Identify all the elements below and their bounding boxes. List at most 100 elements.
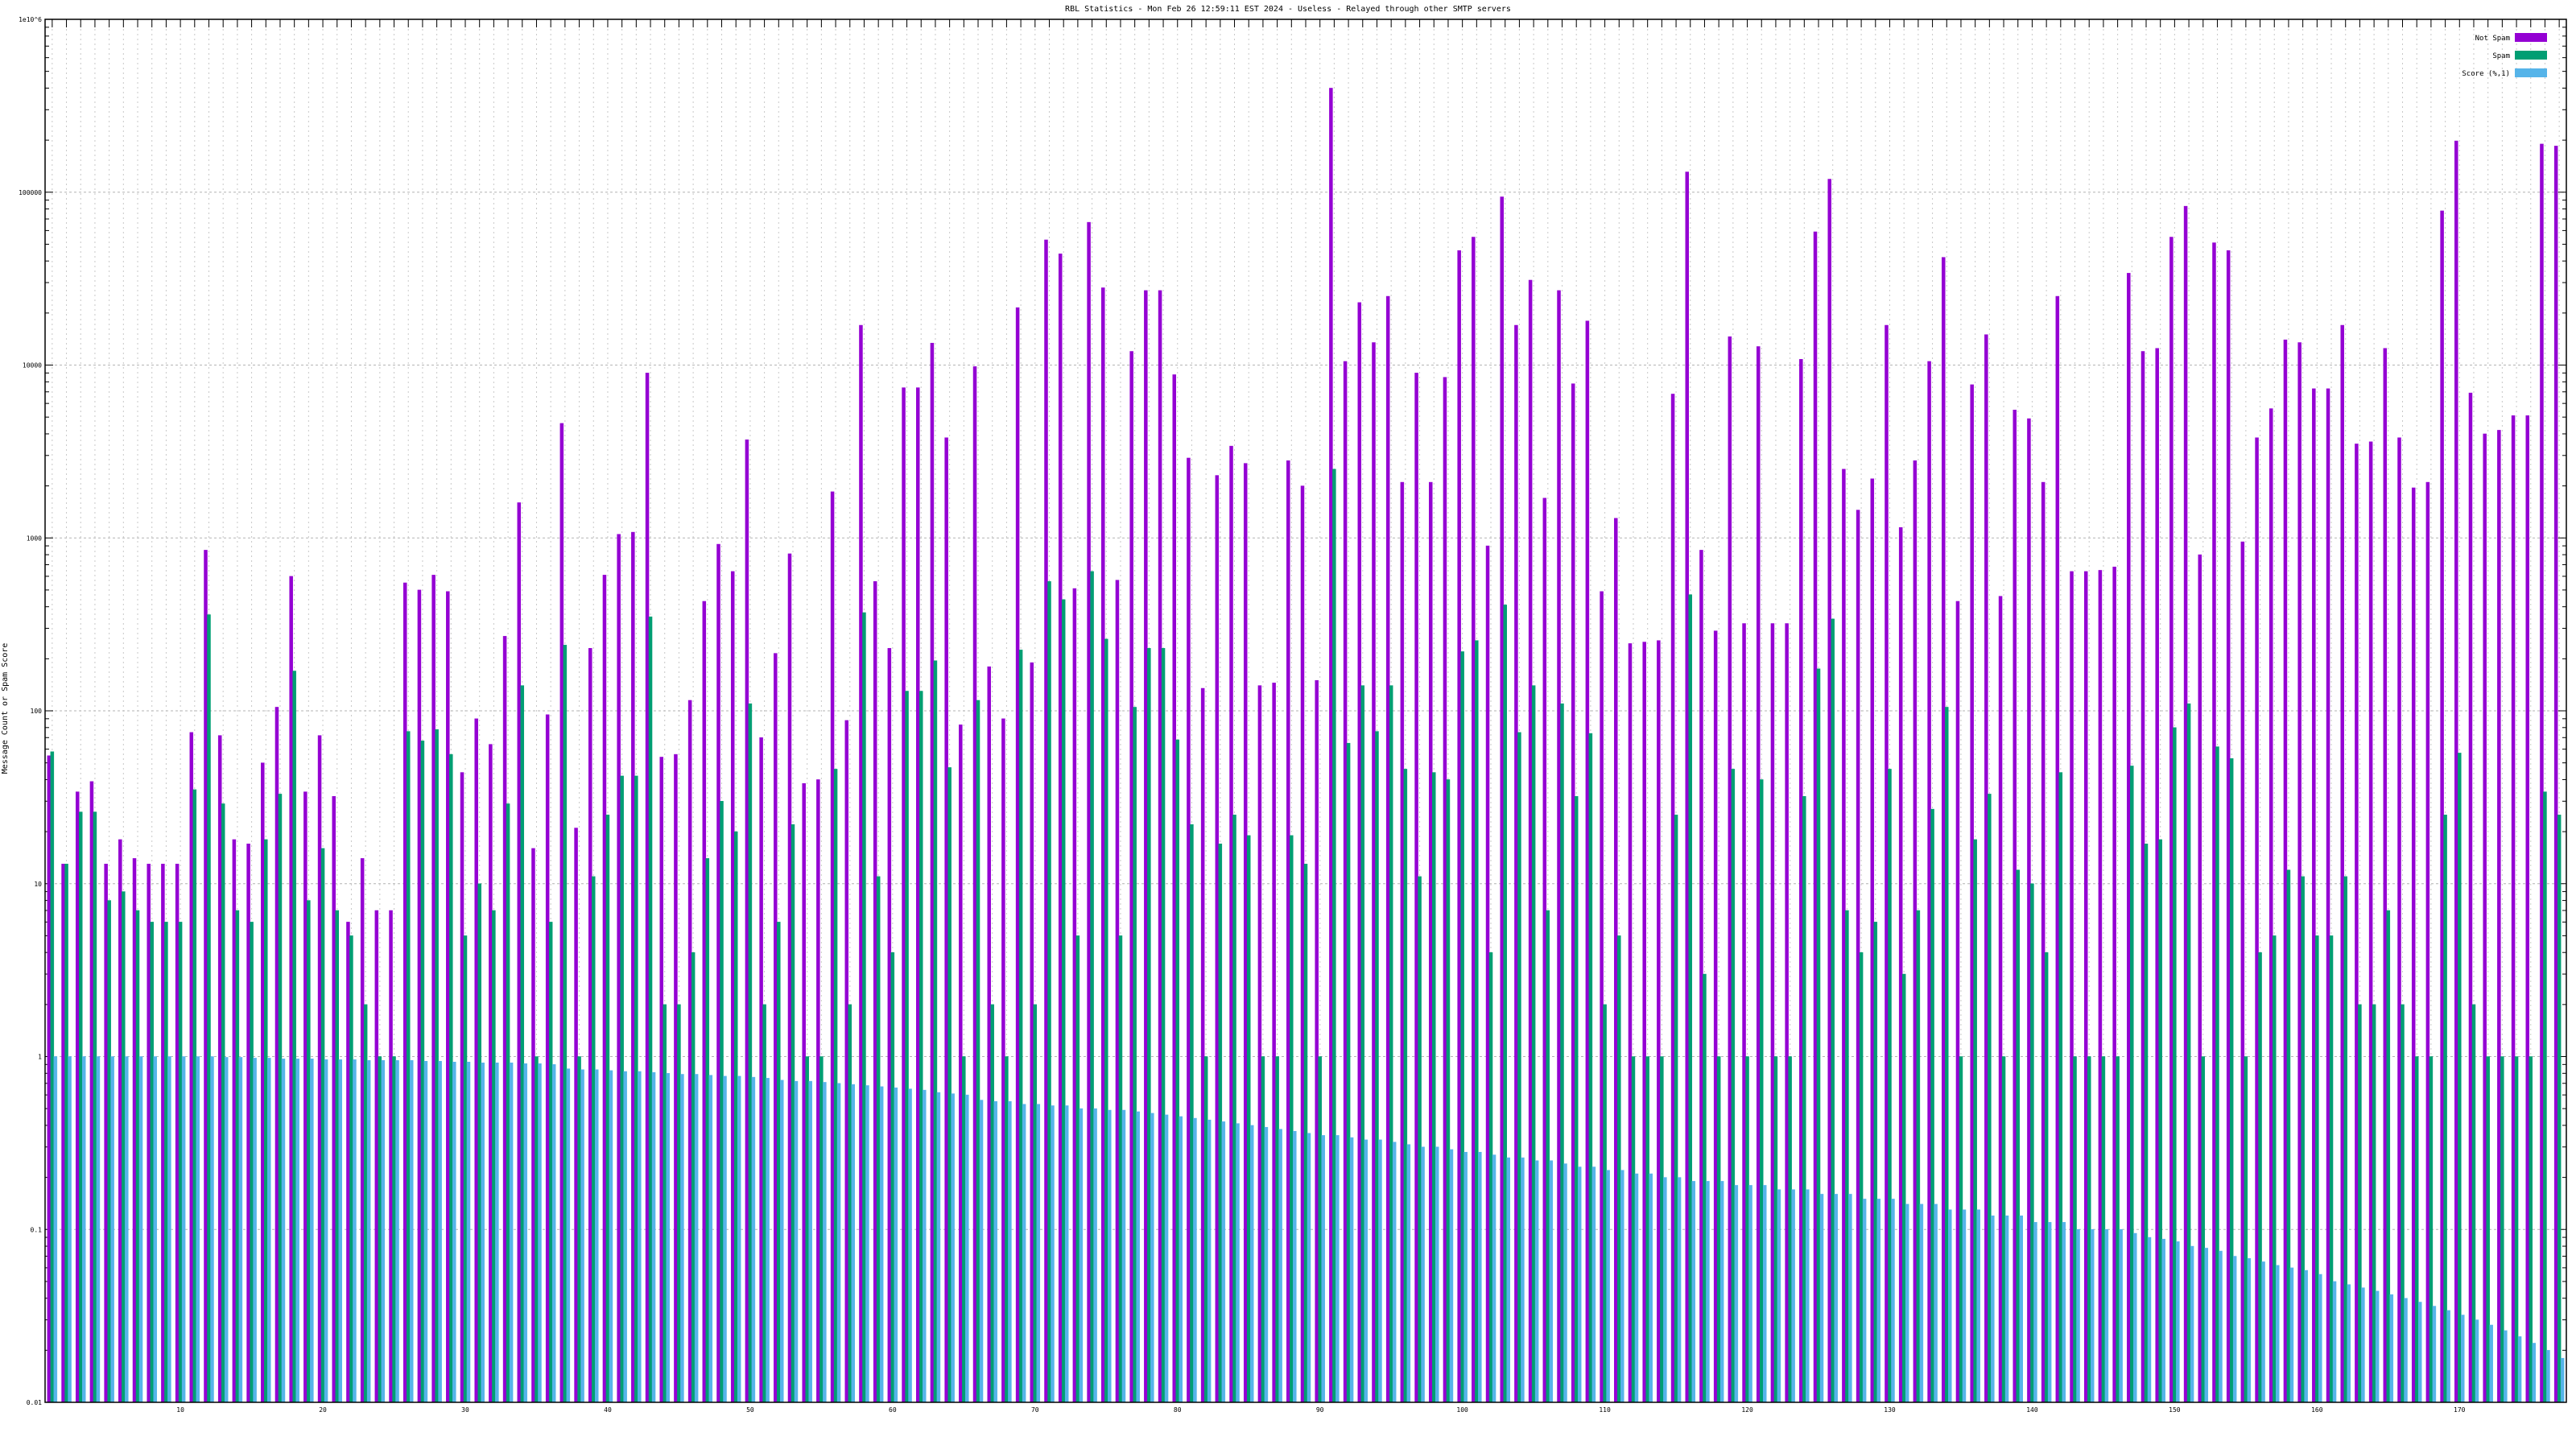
score-bar: [1008, 1101, 1012, 1403]
spam-bar: [1759, 779, 1764, 1403]
not-spam-bar: [1742, 623, 1746, 1403]
spam-bar: [677, 1004, 681, 1403]
spam-bar: [605, 815, 610, 1403]
score-bar: [196, 1056, 200, 1403]
not-spam-bar: [474, 718, 478, 1403]
not-spam-bar: [1187, 457, 1191, 1403]
x-tick-label: 100: [1456, 1406, 1468, 1414]
not-spam-bar: [2553, 146, 2558, 1403]
not-spam-bar: [588, 648, 592, 1403]
x-tick-label: 90: [1316, 1406, 1324, 1414]
not-spam-bar: [1585, 320, 1590, 1403]
x-tick-label: 110: [1599, 1406, 1611, 1414]
spam-bar: [278, 794, 283, 1403]
spam-bar: [1104, 638, 1108, 1403]
spam-bar: [506, 803, 510, 1403]
score-bar: [2276, 1265, 2280, 1403]
not-spam-bar: [873, 581, 877, 1403]
spam-bar: [1531, 685, 1536, 1403]
spam-bar: [1716, 1056, 1721, 1403]
not-spam-bar: [716, 543, 720, 1403]
score-bar: [281, 1059, 286, 1403]
score-bar: [794, 1080, 799, 1403]
spam-bar: [620, 775, 624, 1403]
spam-bar: [705, 858, 710, 1403]
spam-bar: [1588, 733, 1593, 1403]
not-spam-bar: [1785, 623, 1789, 1403]
not-spam-bar: [2255, 437, 2259, 1403]
spam-bar: [720, 801, 724, 1403]
plot-frame: [44, 19, 2567, 1403]
not-spam-bar: [2127, 273, 2131, 1403]
spam-bar: [1574, 796, 1579, 1403]
score-bar: [153, 1056, 157, 1403]
score-bar: [2347, 1284, 2351, 1403]
spam-bar: [2286, 869, 2291, 1403]
score-bar: [1791, 1189, 1795, 1403]
score-bar: [2446, 1310, 2450, 1403]
not-spam-bar: [1670, 394, 1675, 1403]
spam-bar: [947, 767, 952, 1403]
spam-bar: [2258, 952, 2262, 1403]
not-spam-bar: [317, 735, 322, 1403]
spam-bar: [135, 910, 140, 1403]
x-tick-label: 10: [176, 1406, 184, 1414]
score-bar: [1335, 1135, 1340, 1403]
not-spam-bar: [175, 864, 180, 1403]
y-tick-label: 1: [38, 1054, 42, 1061]
not-spam-bar: [774, 653, 778, 1403]
spam-bar: [1617, 935, 1621, 1403]
spam-bar: [2315, 935, 2319, 1403]
not-spam-bar: [802, 782, 806, 1403]
not-spam-bar: [2055, 295, 2060, 1403]
score-bar: [466, 1062, 471, 1403]
spam-bar: [420, 741, 425, 1403]
not-spam-bar: [1300, 485, 1305, 1403]
spam-bar: [150, 922, 154, 1403]
spam-bar: [1546, 910, 1550, 1403]
score-bar: [2504, 1330, 2508, 1403]
score-bar: [1934, 1203, 1938, 1403]
not-spam-bar: [2368, 441, 2373, 1403]
spam-bar: [406, 731, 411, 1403]
spam-bar: [2173, 727, 2177, 1403]
not-spam-bar: [75, 791, 80, 1403]
not-spam-bar: [1257, 685, 1262, 1403]
spam-bar: [1061, 599, 1066, 1403]
not-spam-bar: [2013, 410, 2017, 1403]
not-spam-bar: [1129, 351, 1133, 1403]
spam-bar: [320, 848, 325, 1403]
spam-bar: [2201, 1056, 2206, 1403]
score-bar: [81, 1056, 86, 1403]
x-tick-label: 130: [1884, 1406, 1896, 1414]
spam-bar: [1488, 952, 1493, 1403]
score-bar: [2461, 1315, 2465, 1403]
not-spam-bar: [1115, 580, 1120, 1403]
y-tick-label: 100: [31, 708, 43, 715]
score-bar: [979, 1100, 984, 1403]
not-spam-bar: [759, 737, 763, 1403]
score-bar: [1236, 1123, 1240, 1403]
not-spam-bar: [1614, 518, 1618, 1403]
not-spam-bar: [1842, 469, 1846, 1403]
score-bar: [224, 1057, 229, 1403]
not-spam-bar: [289, 576, 293, 1403]
not-spam-bar: [1457, 250, 1461, 1403]
spam-bar: [1888, 769, 1892, 1403]
spam-bar: [1446, 779, 1451, 1403]
spam-bar: [1389, 685, 1393, 1403]
spam-bar: [1005, 1056, 1009, 1403]
spam-bar: [976, 700, 980, 1403]
spam-bar: [2429, 1056, 2434, 1403]
score-bar: [2289, 1267, 2294, 1403]
spam-bar: [2372, 1004, 2376, 1403]
score-bar: [1734, 1185, 1739, 1403]
spam-bar: [2343, 876, 2347, 1403]
score-bar: [267, 1058, 271, 1403]
score-bar: [2176, 1241, 2180, 1403]
spam-bar: [1190, 824, 1194, 1403]
not-spam-bar: [2226, 250, 2231, 1403]
not-spam-bar: [574, 828, 578, 1403]
not-spam-bar: [261, 762, 265, 1403]
y-tick-label: 100000: [19, 189, 42, 196]
